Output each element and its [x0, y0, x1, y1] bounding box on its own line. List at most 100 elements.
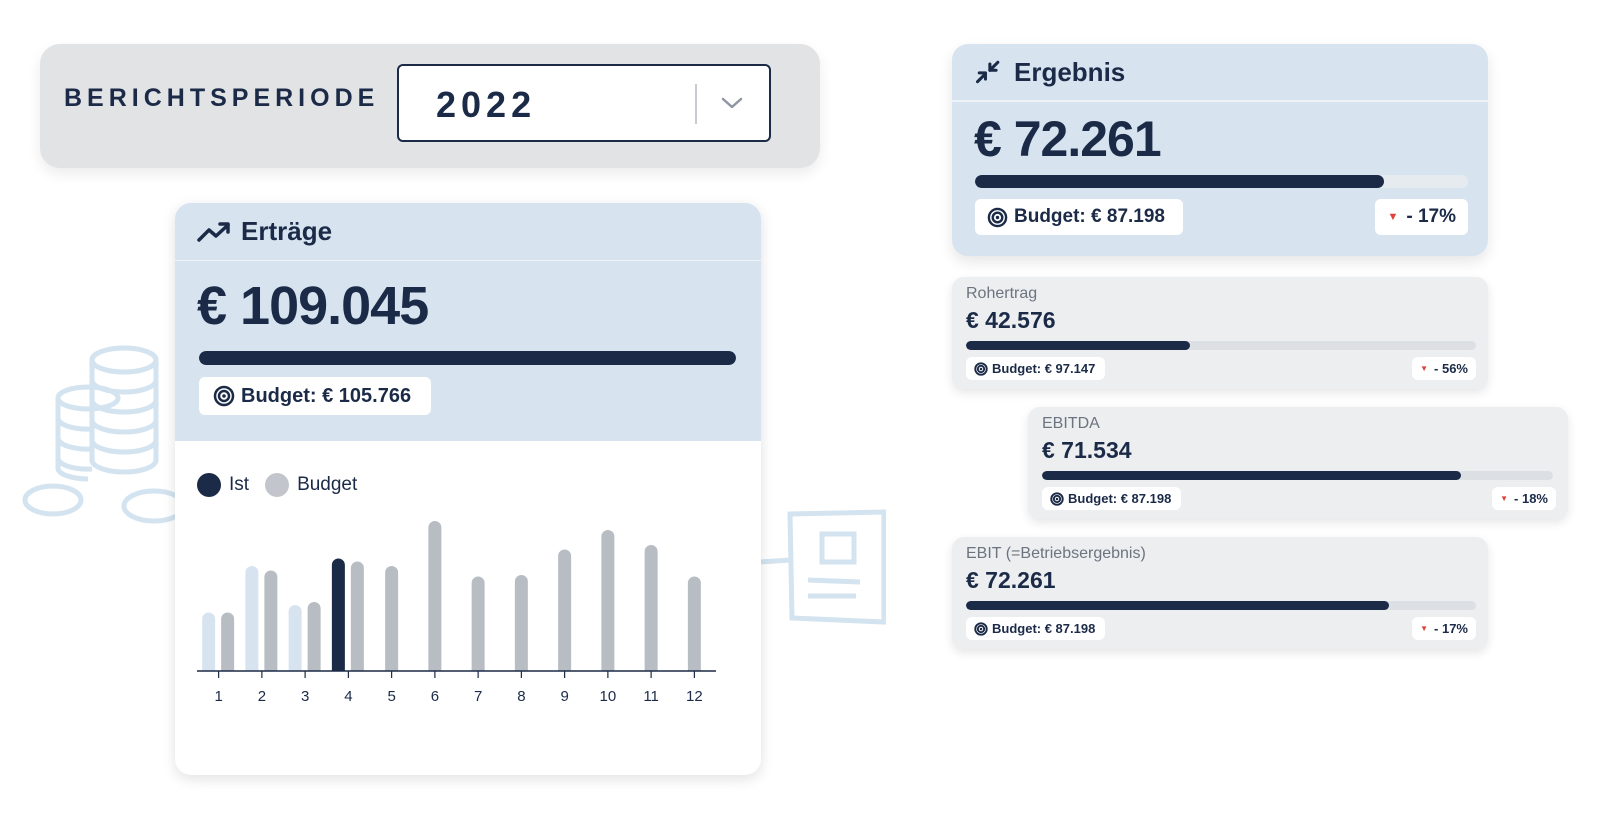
monthly-revenue-chart: 1 2 3 4 5 6 7 8 9 10 11 12	[175, 521, 761, 705]
bar-budget-7	[471, 576, 485, 677]
result-value: € 72.261	[974, 111, 1162, 167]
kpi-progress-bar	[966, 601, 1476, 610]
bar-actual-2	[245, 566, 259, 677]
kpi-budget-text: Budget: € 87.198	[1068, 491, 1172, 506]
kpi-delta-badge: ▼ - 18%	[1492, 487, 1556, 510]
triangle-down-icon: ▼	[1420, 624, 1429, 633]
x-tick-label-7: 7	[474, 688, 482, 705]
bar-budget-8	[514, 575, 528, 677]
bar-budget-1	[221, 612, 235, 677]
kpi-card-ebit: EBIT (=Betriebsergebnis) € 72.261 Budget…	[952, 537, 1488, 649]
revenue-progress-bar	[199, 351, 736, 365]
x-tick-label-11: 11	[643, 688, 659, 705]
select-divider	[695, 84, 697, 124]
trending-up-icon	[197, 221, 230, 242]
legend-swatch-actual	[197, 473, 221, 497]
x-tick-label-10: 10	[600, 688, 617, 705]
legend-item-budget: Budget	[265, 473, 357, 497]
bar-actual-3	[288, 605, 302, 677]
revenue-budget-text: Budget: € 105.766	[241, 384, 412, 407]
target-icon	[987, 207, 1008, 227]
kpi-progress-fill	[966, 601, 1390, 610]
bar-budget-10	[601, 530, 615, 677]
kpi-value: € 71.534	[1042, 437, 1132, 463]
result-progress-fill	[975, 175, 1385, 188]
target-icon	[974, 361, 988, 376]
x-tick-label-4: 4	[344, 688, 352, 705]
x-tick-label-6: 6	[431, 688, 439, 705]
result-card-header: Ergebnis	[952, 44, 1488, 102]
x-tick-label-1: 1	[214, 688, 222, 705]
kpi-progress-bar	[1042, 471, 1553, 480]
bar-actual-1	[202, 612, 216, 677]
kpi-progress-fill	[966, 341, 1191, 350]
kpi-delta-text: - 56%	[1434, 361, 1468, 376]
bar-budget-3	[307, 602, 321, 677]
kpi-budget-badge: Budget: € 97.147	[966, 357, 1106, 380]
bar-budget-9	[558, 549, 572, 677]
kpi-delta-badge: ▼ - 17%	[1412, 617, 1476, 640]
result-delta-text: - 17%	[1406, 206, 1456, 227]
kpi-label: EBITDA	[1042, 415, 1100, 432]
document-illustration-icon	[760, 509, 886, 625]
revenue-progress-fill	[199, 351, 736, 365]
result-budget-badge: Budget: € 87.198	[975, 199, 1183, 235]
result-card: Ergebnis € 72.261 Budget: € 87.198 ▼ - 1…	[952, 44, 1488, 256]
revenue-card-title: Erträge	[241, 216, 333, 246]
kpi-budget-text: Budget: € 87.198	[992, 621, 1096, 636]
revenue-budget-badge: Budget: € 105.766	[199, 377, 432, 415]
legend-item-actual: Ist	[197, 473, 249, 497]
target-icon	[1050, 491, 1064, 506]
result-delta-badge: ▼ - 17%	[1375, 199, 1468, 235]
kpi-label: Rohertrag	[966, 285, 1038, 302]
target-icon	[974, 621, 988, 636]
result-progress-bar	[975, 175, 1468, 188]
revenue-value: € 109.045	[197, 276, 429, 336]
axis-mask	[175, 671, 761, 679]
reporting-period-label: BERICHTSPERIODE	[64, 84, 380, 112]
kpi-value: € 72.261	[966, 567, 1056, 593]
legend-label-actual: Ist	[229, 474, 250, 495]
kpi-budget-text: Budget: € 97.147	[992, 361, 1096, 376]
bar-budget-4	[350, 561, 364, 677]
triangle-down-icon: ▼	[1387, 211, 1399, 223]
revenue-summary: € 109.045 Budget: € 105.766	[175, 261, 761, 441]
revenue-card: Erträge € 109.045 Budget: € 105.766 Ist …	[175, 203, 761, 775]
reporting-period-panel: BERICHTSPERIODE 2022	[40, 44, 820, 168]
kpi-budget-badge: Budget: € 87.198	[1042, 487, 1182, 510]
kpi-label: EBIT (=Betriebsergebnis)	[966, 545, 1146, 562]
reporting-period-value: 2022	[436, 84, 537, 125]
kpi-delta-text: - 18%	[1514, 491, 1548, 506]
target-icon	[213, 385, 235, 407]
coins-illustration-icon	[22, 345, 187, 524]
x-tick-label-2: 2	[258, 688, 266, 705]
legend-label-budget: Budget	[297, 474, 358, 495]
bar-budget-6	[428, 521, 442, 677]
bar-budget-12	[687, 576, 701, 677]
collapse-arrows-icon	[975, 60, 1000, 84]
kpi-progress-fill	[1042, 471, 1462, 480]
x-tick-label-12: 12	[686, 688, 703, 705]
kpi-delta-text: - 17%	[1434, 621, 1468, 636]
kpi-value: € 42.576	[966, 307, 1056, 333]
bar-budget-2	[264, 570, 278, 677]
x-tick-label-9: 9	[560, 688, 568, 705]
legend-swatch-budget	[265, 473, 290, 497]
reporting-period-select[interactable]: 2022	[397, 64, 771, 142]
triangle-down-icon: ▼	[1500, 494, 1509, 503]
result-card-title: Ergebnis	[1014, 56, 1126, 87]
kpi-progress-bar	[966, 341, 1476, 350]
bar-budget-5	[385, 566, 399, 677]
kpi-card-ebitda: EBITDA € 71.534 Budget: € 87.198 ▼ - 18%	[1028, 407, 1568, 519]
x-tick-label-5: 5	[387, 688, 395, 705]
kpi-card-gross-profit: Rohertrag € 42.576 Budget: € 97.147 ▼ - …	[952, 277, 1488, 389]
revenue-card-header: Erträge	[175, 203, 761, 261]
kpi-budget-badge: Budget: € 87.198	[966, 617, 1106, 640]
x-tick-label-8: 8	[517, 688, 525, 705]
x-tick-label-3: 3	[301, 688, 309, 705]
bar-budget-11	[644, 545, 658, 677]
bar-actual-4	[331, 558, 345, 677]
chevron-down-icon[interactable]	[719, 93, 745, 113]
chart-legend: Ist Budget	[197, 473, 373, 497]
kpi-delta-badge: ▼ - 56%	[1412, 357, 1476, 380]
